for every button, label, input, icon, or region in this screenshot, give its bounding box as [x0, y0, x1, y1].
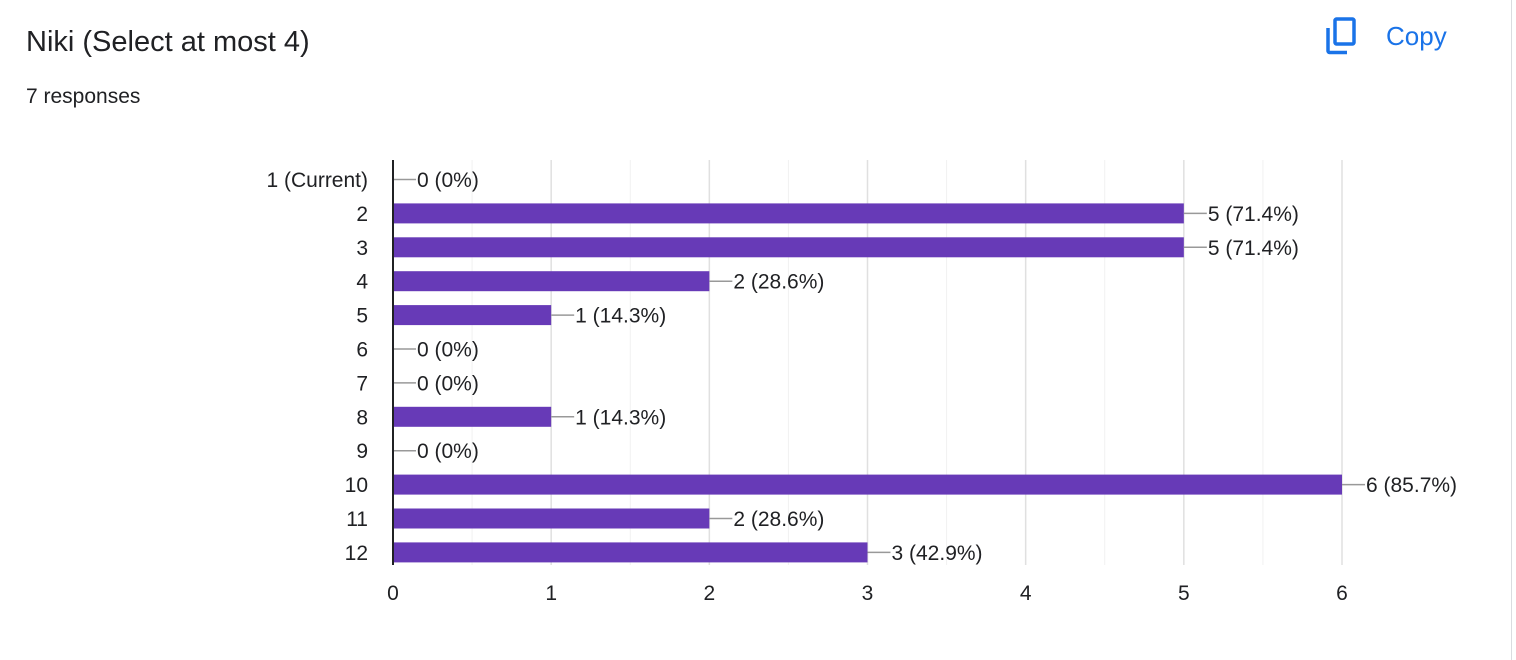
x-tick-label: 3 — [862, 582, 874, 605]
x-tick-label: 6 — [1336, 582, 1348, 605]
x-tick-label: 2 — [703, 582, 715, 605]
category-label: 10 — [345, 474, 368, 497]
x-tick-label: 1 — [545, 582, 557, 605]
category-label: 7 — [356, 372, 368, 395]
category-label: 1 (Current) — [266, 169, 368, 192]
bar — [393, 237, 1184, 258]
bars — [393, 203, 1342, 563]
bar — [393, 305, 552, 326]
category-label: 9 — [356, 440, 368, 463]
category-label: 2 — [356, 203, 368, 226]
category-label: 3 — [356, 237, 368, 260]
data-label: 2 (28.6%) — [733, 271, 824, 294]
bar — [393, 203, 1184, 224]
data-label: 6 (85.7%) — [1366, 474, 1457, 497]
question-title: Niki (Select at most 4) — [26, 26, 310, 58]
category-label: 5 — [356, 305, 368, 328]
bar — [393, 406, 552, 427]
data-label: 5 (71.4%) — [1208, 237, 1299, 260]
bar — [393, 271, 710, 292]
data-label: 2 (28.6%) — [733, 508, 824, 531]
data-label: 3 (42.9%) — [892, 542, 983, 565]
copy-chart-button[interactable]: Copy — [1318, 12, 1447, 60]
data-label: 1 (14.3%) — [575, 406, 666, 429]
copy-label: Copy — [1386, 20, 1447, 51]
category-label: 12 — [345, 542, 368, 565]
data-label: 0 (0%) — [417, 339, 479, 362]
data-label: 0 (0%) — [417, 440, 479, 463]
category-label: 8 — [356, 406, 368, 429]
data-label: 5 (71.4%) — [1208, 203, 1299, 226]
labels: 0 (0%) 1 (Current) 5 (71.4%) 2 5 (71.4%) 3 2 (… — [266, 160, 1457, 605]
data-label: 1 (14.3%) — [575, 305, 666, 328]
x-tick-label: 5 — [1178, 582, 1190, 605]
category-label: 11 — [346, 508, 368, 531]
category-label: 6 — [356, 339, 368, 362]
bar — [393, 474, 1342, 495]
bar — [393, 542, 868, 563]
bar — [393, 508, 710, 529]
copy-icon — [1318, 14, 1362, 58]
x-tick-label: 0 — [387, 582, 399, 605]
gridlines — [471, 160, 1343, 565]
category-label: 4 — [356, 271, 368, 294]
x-tick-label: 4 — [1020, 582, 1032, 605]
data-label: 0 (0%) — [417, 169, 479, 192]
card-border — [1511, 0, 1512, 660]
response-count: 7 responses — [26, 85, 141, 108]
data-label: 0 (0%) — [417, 372, 479, 395]
